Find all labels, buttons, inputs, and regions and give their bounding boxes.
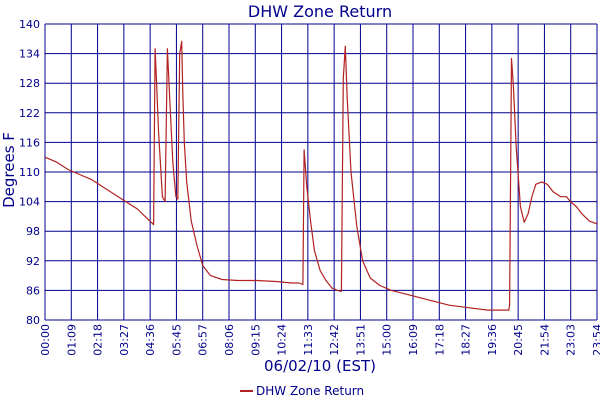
x-tick-label: 23:54 bbox=[591, 324, 600, 356]
legend: DHW Zone Return bbox=[240, 384, 364, 398]
x-tick-label: 01:09 bbox=[65, 324, 78, 356]
y-axis-label: Degrees F bbox=[0, 132, 18, 208]
x-tick-label: 05:45 bbox=[170, 324, 183, 356]
x-tick-label: 03:27 bbox=[118, 324, 131, 356]
x-axis-label: 06/02/10 (EST) bbox=[264, 357, 376, 375]
y-tick-label: 86 bbox=[26, 284, 40, 297]
x-tick-label: 20:45 bbox=[512, 324, 525, 356]
x-tick-label: 16:09 bbox=[407, 324, 420, 356]
x-tick-label: 10:24 bbox=[276, 324, 289, 356]
x-tick-label: 00:00 bbox=[39, 324, 52, 356]
chart-title: DHW Zone Return bbox=[248, 2, 392, 21]
y-tick-label: 116 bbox=[19, 136, 40, 149]
x-tick-label: 08:06 bbox=[223, 324, 236, 356]
x-tick-label: 23:03 bbox=[565, 324, 578, 356]
series-line bbox=[44, 40, 598, 311]
y-tick-label: 110 bbox=[19, 166, 40, 179]
x-tick-label: 19:36 bbox=[486, 324, 499, 356]
x-tick-label: 12:42 bbox=[328, 324, 341, 356]
y-tick-label: 134 bbox=[19, 48, 40, 61]
y-tick-label: 140 bbox=[19, 18, 40, 31]
x-tick-label: 11:33 bbox=[302, 324, 315, 356]
legend-label: DHW Zone Return bbox=[256, 384, 364, 398]
x-tick-label: 09:15 bbox=[249, 324, 262, 356]
x-tick-label: 17:18 bbox=[433, 324, 446, 356]
y-tick-label: 122 bbox=[19, 107, 40, 120]
x-tick-label: 13:51 bbox=[354, 324, 367, 356]
x-tick-label: 18:27 bbox=[460, 324, 473, 356]
x-tick-labels: 00:00 01:09 02:18 03:27 04:36 05:45 06:57 08:06… bbox=[39, 324, 600, 356]
series-layer bbox=[44, 40, 598, 311]
x-tick-label: 04:36 bbox=[144, 324, 157, 356]
x-tick-label: 15:00 bbox=[381, 324, 394, 356]
y-tick-label: 128 bbox=[19, 77, 40, 90]
grid-lines bbox=[44, 23, 598, 321]
y-tick-label: 98 bbox=[26, 225, 40, 238]
x-tick-label: 06:57 bbox=[197, 324, 210, 356]
y-tick-label: 104 bbox=[19, 196, 40, 209]
x-tick-label: 02:18 bbox=[92, 324, 105, 356]
y-tick-label: 92 bbox=[26, 255, 40, 268]
y-tick-label: 80 bbox=[26, 314, 40, 327]
y-tick-labels: 80 86 92 98 104 110 116 122 128 134 140 bbox=[19, 18, 40, 327]
x-tick-label: 21:54 bbox=[538, 324, 551, 356]
